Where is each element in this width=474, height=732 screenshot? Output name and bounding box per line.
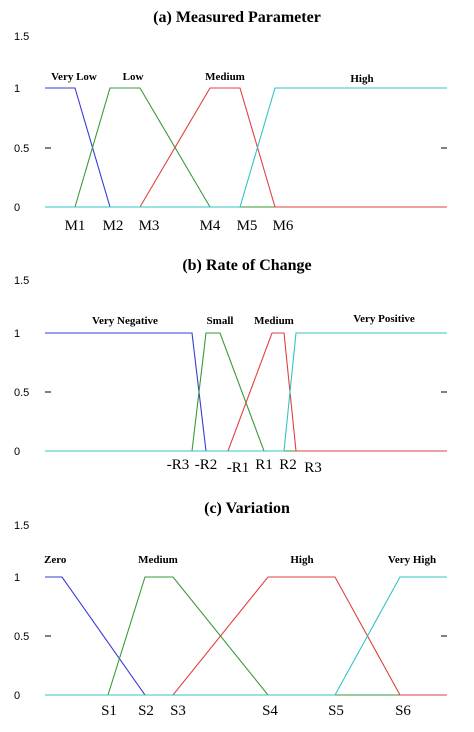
panel-b-ytick-0.5: 0.5 (14, 387, 29, 399)
panel-c-xtick-s1: S1 (101, 703, 117, 719)
panel-c-xtick-s4: S4 (262, 703, 278, 719)
panel-a-ytick-0: 0 (14, 202, 20, 214)
panel-b-ytick-1: 1 (14, 328, 20, 340)
panel-c-ytick-1.5: 1.5 (14, 520, 29, 532)
panel-c-label-very-high: Very High (388, 554, 436, 566)
panel-b-title: (b) Rate of Change (182, 257, 311, 274)
panel-c-ytick-0.5: 0.5 (14, 631, 29, 643)
panel-a-xtick-m6: M6 (273, 218, 294, 234)
panel-b-axis (45, 332, 447, 452)
panel-a-xtick-m4: M4 (200, 218, 221, 234)
panel-b-xtick-r3: R3 (304, 460, 322, 476)
panel-b-label-medium: Medium (254, 315, 294, 327)
panel-b-ytick-1.5: 1.5 (14, 275, 29, 287)
panel-a-label-high: High (350, 73, 373, 85)
panel-c-xtick-s2: S2 (138, 703, 154, 719)
panel-c-series-high (45, 576, 447, 696)
panel-b-series-medium (45, 332, 447, 452)
panel-a-label-medium: Medium (205, 71, 245, 83)
panel-b-xtick-neg-r1: -R1 (227, 460, 250, 476)
panel-c-series-very-high (45, 576, 447, 696)
panel-a-xtick-m5: M5 (237, 218, 258, 234)
panel-a-title: (a) Measured Parameter (153, 9, 321, 26)
panel-a-xtick-m1: M1 (65, 218, 86, 234)
panel-c-xtick-s5: S5 (328, 703, 344, 719)
panel-c-title: (c) Variation (204, 500, 290, 517)
panel-b-ytick-0: 0 (14, 446, 20, 458)
panel-a-ytick-1: 1 (14, 83, 20, 95)
panel-b-series-lines (45, 332, 447, 452)
panel-a-label-low: Low (123, 71, 144, 83)
panel-c-axis (45, 576, 447, 696)
panel-b: (b) Rate of Change 0 0.5 1 1.5 Very Nega… (14, 257, 447, 476)
panel-a-ytick-1.5: 1.5 (14, 31, 29, 43)
panel-c-series-zero (45, 576, 447, 696)
panel-b-label-small: Small (207, 315, 234, 327)
panel-b-label-very-positive: Very Positive (353, 313, 415, 325)
panel-b-xtick-neg-r3: -R3 (167, 457, 190, 473)
panel-c-series-medium (45, 576, 447, 696)
panel-c-label-medium: Medium (138, 554, 178, 566)
panel-b-series-small (45, 332, 447, 452)
panel-a-xtick-m3: M3 (139, 218, 160, 234)
panel-c-label-high: High (290, 554, 313, 566)
panel-c-xtick-s3: S3 (170, 703, 186, 719)
panel-a-ytick-0.5: 0.5 (14, 143, 29, 155)
panel-c-label-zero: Zero (44, 554, 67, 566)
panel-a: (a) Measured Parameter 0 0.5 1 1.5 Very … (14, 9, 447, 234)
panel-c-xtick-s6: S6 (395, 703, 411, 719)
panel-b-xtick-neg-r2: -R2 (195, 457, 218, 473)
panel-c-series-lines (45, 576, 447, 696)
panel-b-xtick-r1: R1 (255, 457, 273, 473)
panel-c-ytick-1: 1 (14, 572, 20, 584)
panel-b-label-very-negative: Very Negative (92, 315, 158, 327)
panel-c: (c) Variation 0 0.5 1 1.5 Zero Medium Hi… (14, 500, 447, 719)
panel-b-series-very-negative (45, 332, 447, 452)
panel-a-label-very-low: Very Low (51, 71, 97, 83)
panel-b-series-very-positive (45, 332, 447, 452)
panel-c-ytick-0: 0 (14, 690, 20, 702)
panel-a-series-lines (45, 87, 447, 208)
panel-a-series-high (45, 87, 447, 208)
panel-a-xtick-m2: M2 (103, 218, 124, 234)
panel-b-xtick-r2: R2 (279, 457, 297, 473)
